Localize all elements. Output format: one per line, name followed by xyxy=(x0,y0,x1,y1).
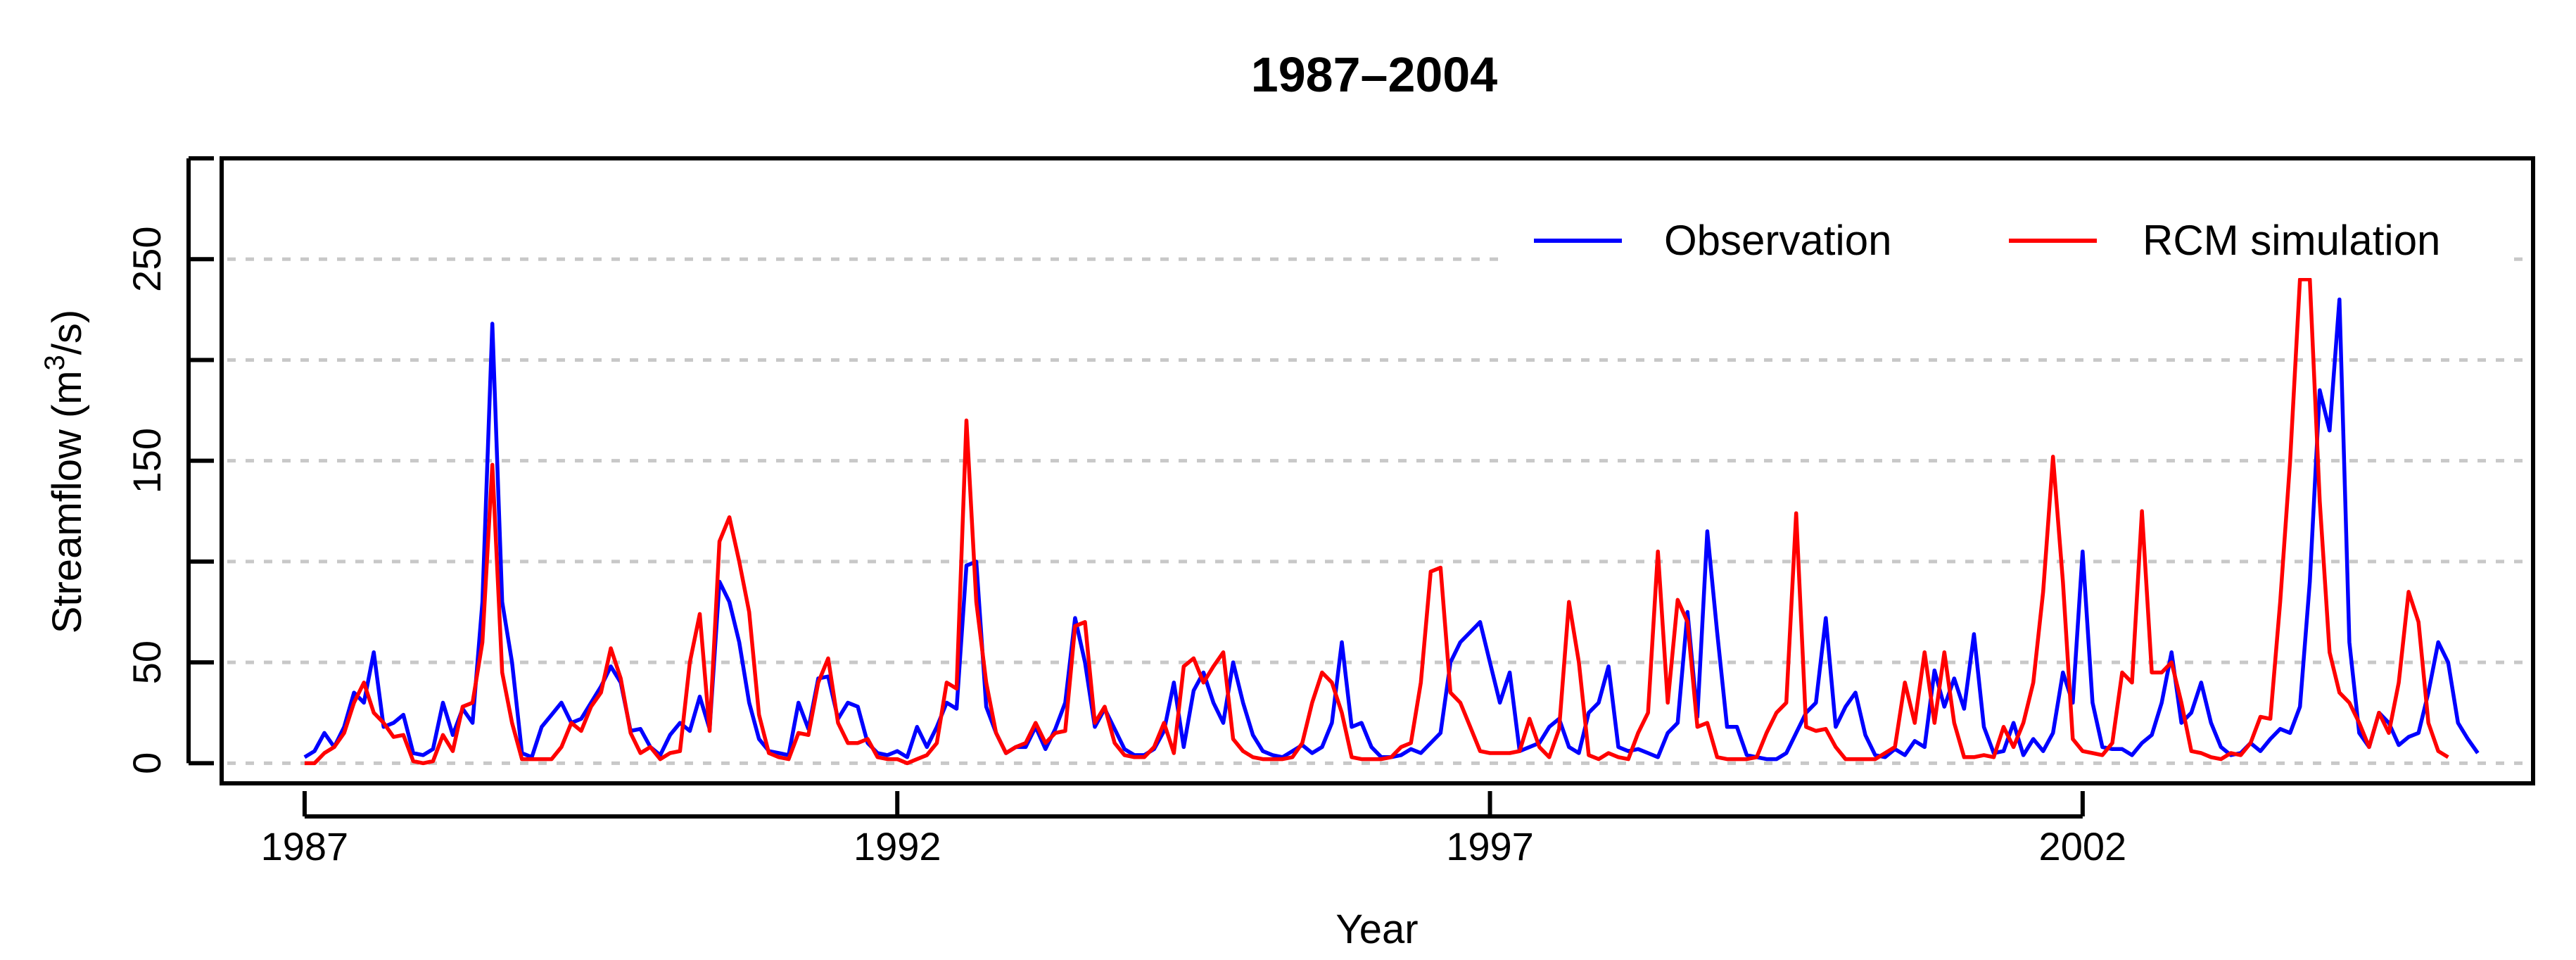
y-axis-label-suffix: /s) xyxy=(44,310,90,355)
x-tick-label-1997: 1997 xyxy=(1446,824,1534,869)
legend-label-observation: Observation xyxy=(1664,217,1892,264)
legend-background xyxy=(1506,201,2505,278)
y-tick-label-250: 250 xyxy=(125,227,169,292)
y-tick-label-50: 50 xyxy=(125,640,169,684)
x-tick-label-1992: 1992 xyxy=(854,824,941,869)
x-axis: 1987 1992 1997 2002 xyxy=(261,791,2127,869)
chart-title: 1987–2004 xyxy=(1251,47,1497,102)
y-axis: 0 50 150 250 xyxy=(125,156,214,774)
plot-frame xyxy=(220,156,2535,785)
legend-label-rcm-simulation: RCM simulation xyxy=(2143,217,2440,264)
y-tick-label-0: 0 xyxy=(125,752,169,774)
y-axis-label-superscript: 3 xyxy=(39,355,70,370)
x-axis-label: Year xyxy=(1335,907,1418,952)
y-axis-label: Streamflow (m3/s) xyxy=(39,310,90,634)
data-series xyxy=(303,277,2480,766)
x-tick-label-2002: 2002 xyxy=(2039,824,2127,869)
series-line-rcm-simulation xyxy=(304,277,2449,766)
x-tick-label-1987: 1987 xyxy=(261,824,349,869)
y-axis-label-main: Streamflow (m xyxy=(44,370,90,633)
series-line-observation xyxy=(303,297,2480,762)
legend: Observation RCM simulation xyxy=(1506,201,2505,278)
y-tick-label-150: 150 xyxy=(125,428,169,493)
